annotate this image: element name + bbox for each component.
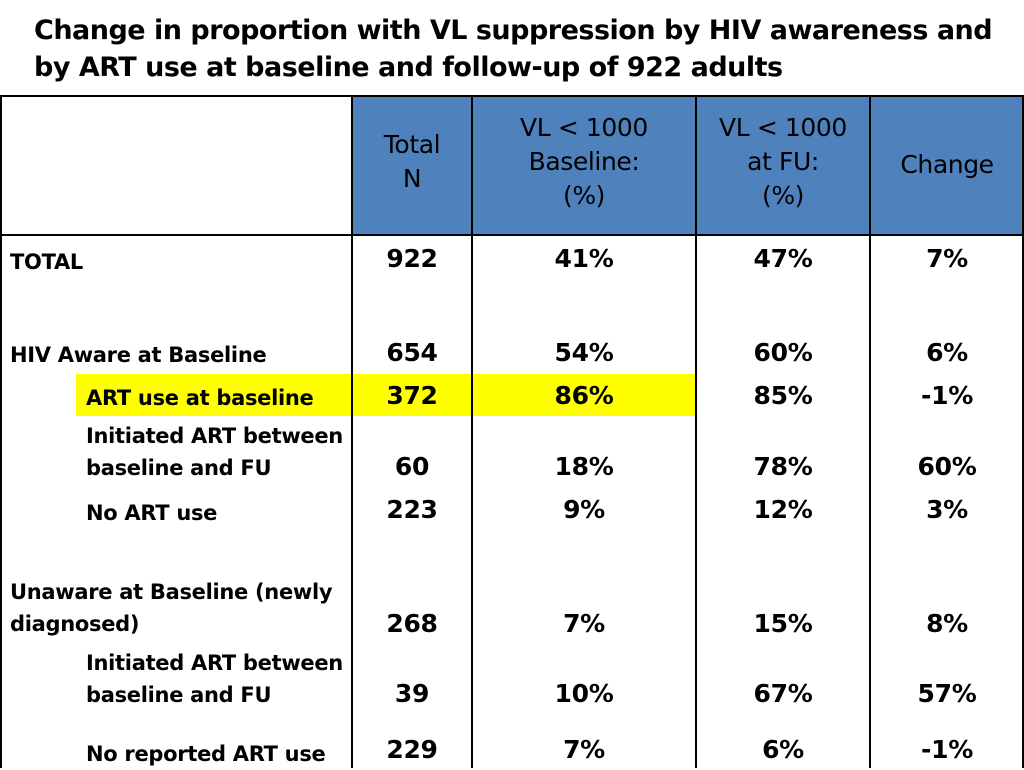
cell-change: -1% (921, 381, 973, 410)
cell-base: 9% (563, 495, 605, 524)
cell-base: 7% (563, 735, 605, 764)
row-label: Unaware at Baseline (newly diagnosed) (10, 580, 333, 636)
header-bottom-line (0, 234, 1024, 236)
row-label: Initiated ART between baseline and FU (86, 424, 343, 480)
grid-line-4 (869, 97, 871, 768)
header-vl-baseline: VL < 1000 Baseline: (%) (520, 113, 648, 210)
title-line-1: Change in proportion with VL suppression… (34, 15, 993, 46)
vl-suppression-table: Total N VL < 1000 Baseline: (%) VL < 1000 at… (0, 95, 1024, 768)
highlight-label-cell (76, 374, 352, 416)
cell-change: 57% (917, 679, 977, 708)
cell-change: 60% (917, 452, 977, 481)
row-label: No reported ART use (86, 742, 326, 766)
cell-base: 86% (554, 381, 614, 410)
cell-base: 7% (563, 609, 605, 638)
header-total-n: Total N (383, 130, 441, 193)
cell-n: 654 (386, 338, 438, 367)
cell-fu: 85% (753, 381, 813, 410)
cell-n: 229 (386, 735, 438, 764)
cell-base: 54% (554, 338, 614, 367)
cell-change: -1% (921, 735, 973, 764)
cell-change: 6% (926, 338, 968, 367)
cell-n: 372 (386, 381, 438, 410)
title-line-2: by ART use at baseline and follow-up of … (34, 52, 783, 83)
row-label: HIV Aware at Baseline (10, 343, 267, 367)
cell-base: 10% (554, 679, 614, 708)
cell-fu: 78% (753, 452, 813, 481)
row-label: ART use at baseline (86, 386, 314, 410)
slide-title: Change in proportion with VL suppression… (34, 12, 1014, 86)
cell-change: 8% (926, 609, 968, 638)
highlight-value-cells (352, 374, 696, 416)
cell-change: 7% (926, 244, 968, 273)
cell-fu: 47% (753, 244, 813, 273)
grid-line-3 (695, 97, 697, 768)
row-label: No ART use (86, 501, 218, 525)
cell-n: 268 (386, 609, 438, 638)
cell-n: 60 (394, 452, 430, 481)
cell-fu: 6% (762, 735, 804, 764)
cell-fu: 12% (753, 495, 813, 524)
grid-line-2 (471, 97, 473, 768)
cell-n: 922 (386, 244, 438, 273)
cell-base: 18% (554, 452, 614, 481)
grid-line-1 (351, 97, 353, 768)
cell-n: 39 (394, 679, 430, 708)
header-vl-fu: VL < 1000 at FU: (%) (719, 113, 847, 210)
cell-fu: 60% (753, 338, 813, 367)
cell-fu: 15% (753, 609, 813, 638)
grid-line-right (1022, 97, 1024, 768)
cell-change: 3% (926, 495, 968, 524)
header-background (352, 97, 1024, 234)
cell-n: 223 (386, 495, 438, 524)
cell-fu: 67% (753, 679, 813, 708)
row-label: TOTAL (10, 250, 84, 274)
header-change: Change (900, 150, 994, 179)
grid-line-left (0, 97, 2, 768)
cell-base: 41% (554, 244, 614, 273)
row-label: Initiated ART between baseline and FU (86, 651, 343, 707)
